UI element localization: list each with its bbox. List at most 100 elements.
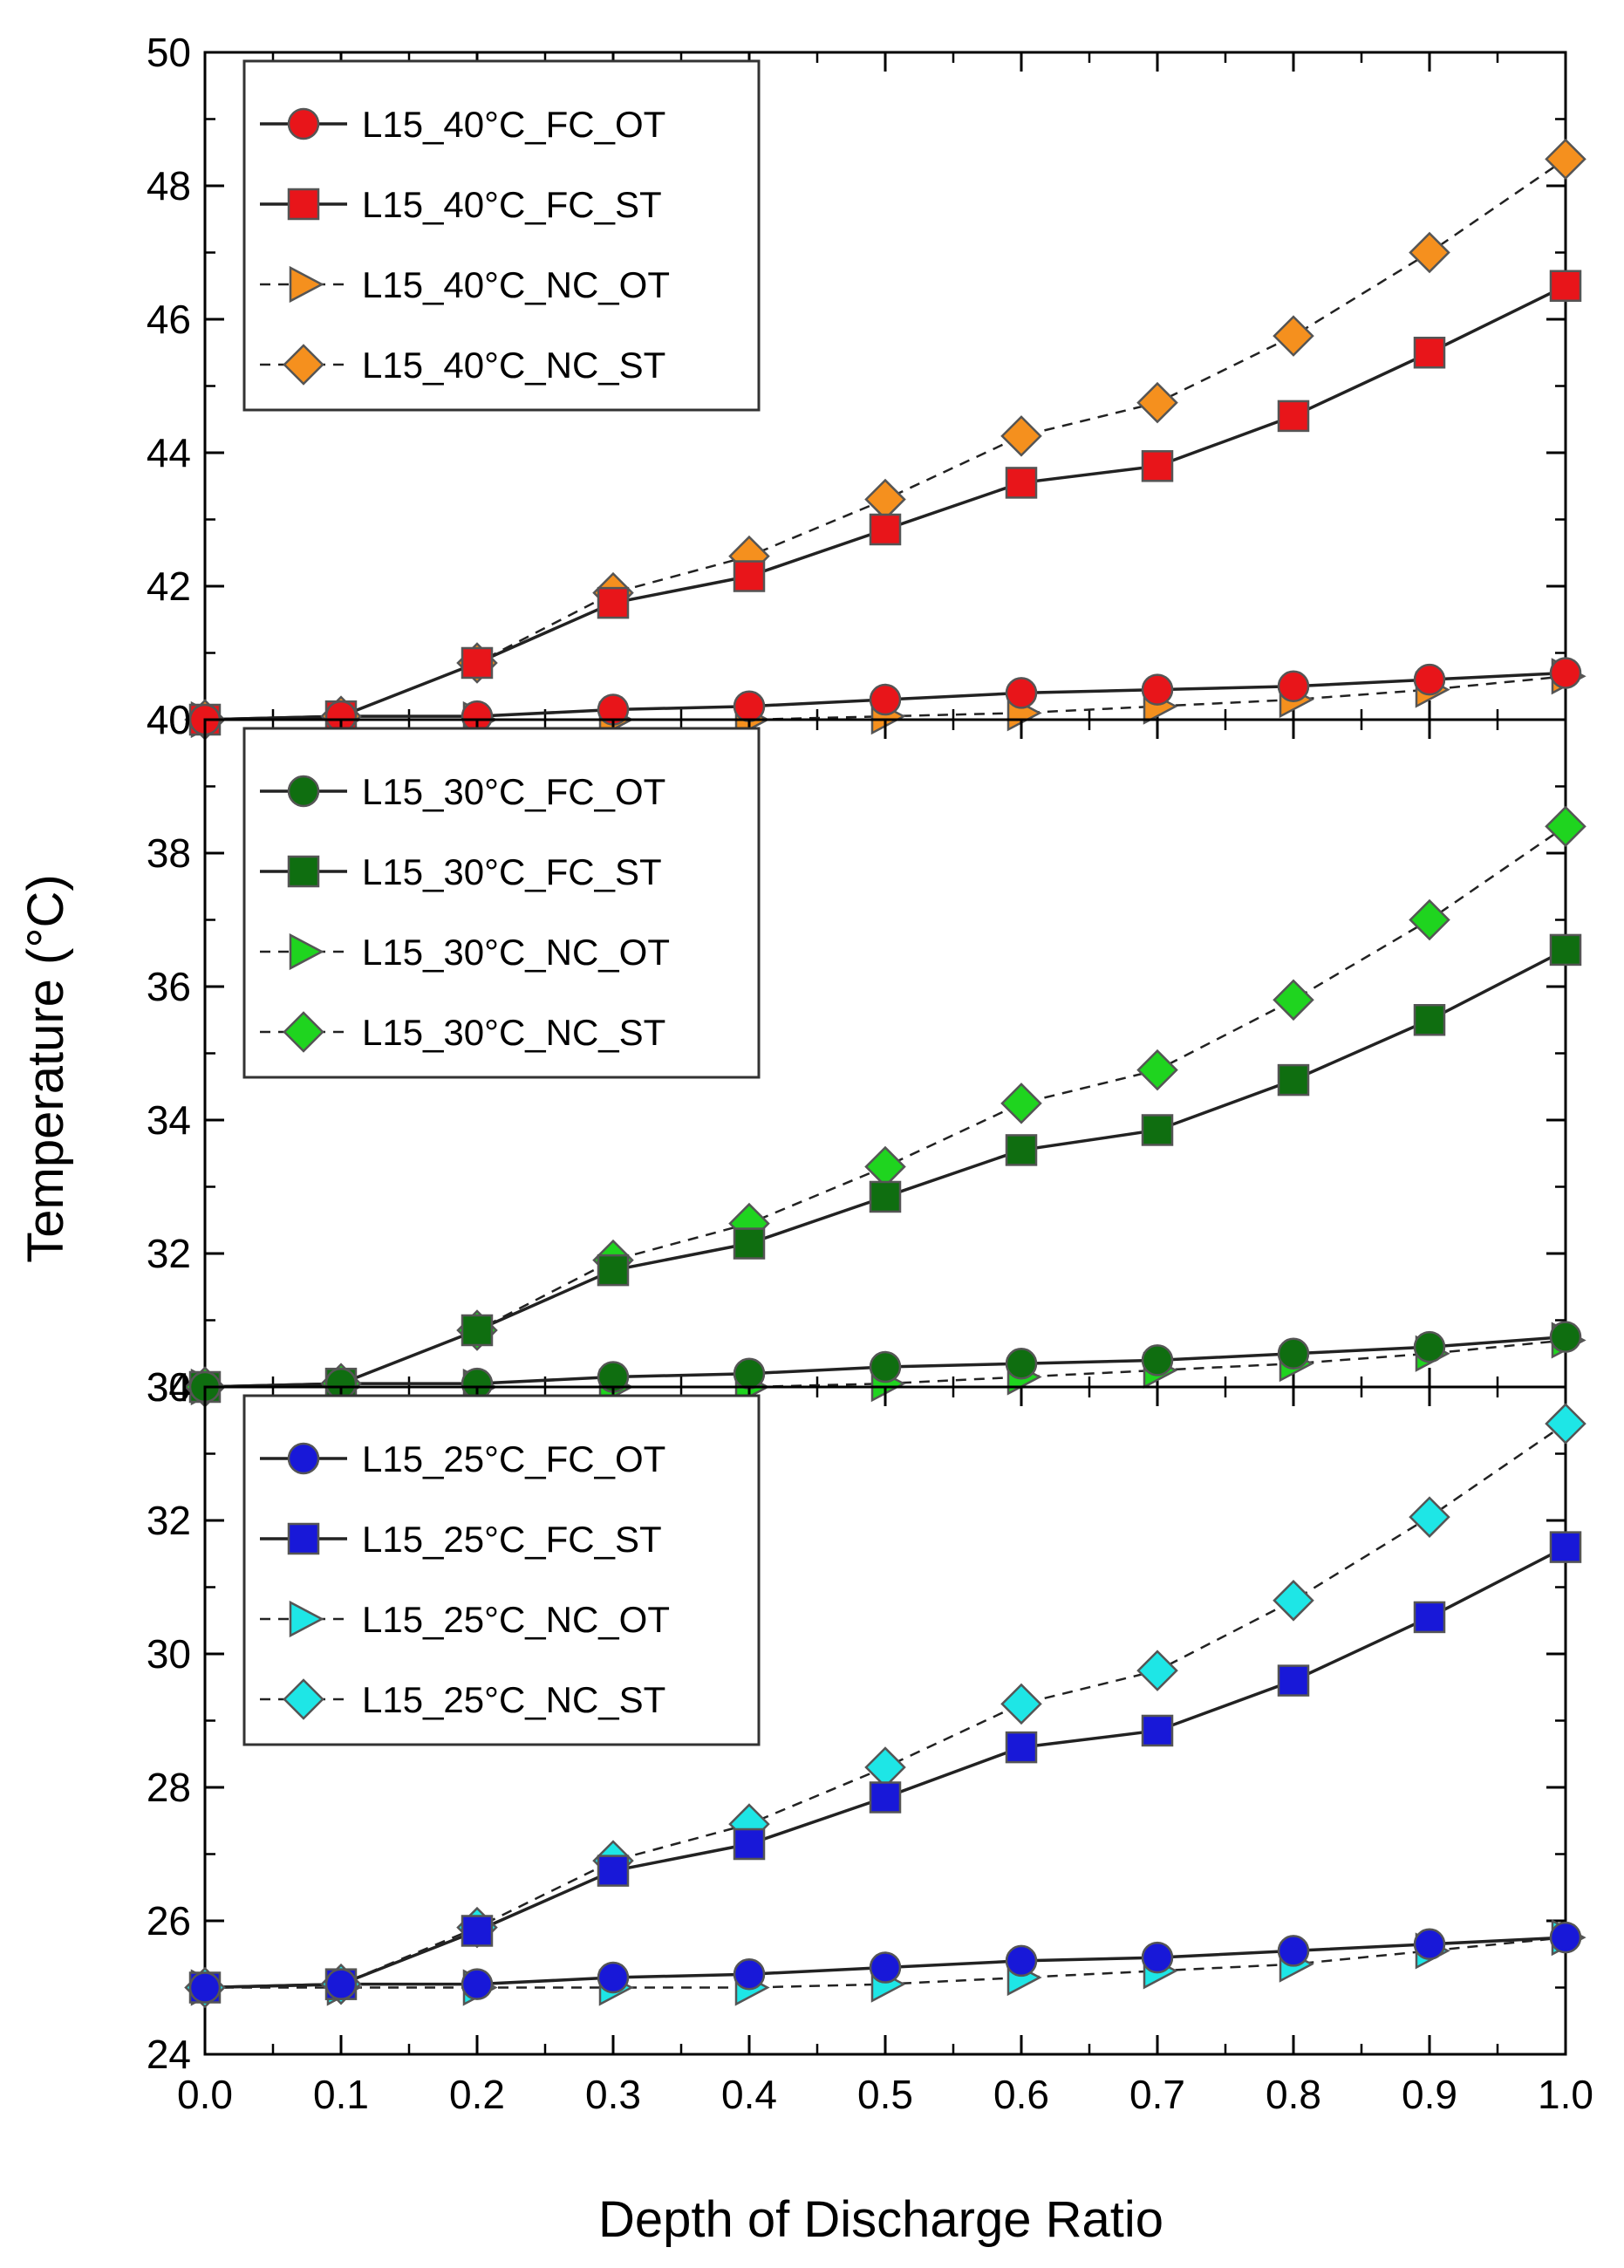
y-tick-label: 44: [147, 430, 191, 475]
data-point: [597, 1961, 630, 1994]
legend-marker: [287, 855, 320, 888]
series-markers: [188, 1321, 1582, 1404]
data-point: [1277, 1063, 1310, 1096]
x-tick-label: 0.3: [585, 2072, 641, 2117]
data-point: [597, 1254, 630, 1287]
data-point: [1005, 677, 1038, 709]
data-point: [1549, 657, 1582, 689]
y-tick-label: 42: [147, 564, 191, 609]
legend-label: L15_40°C_FC_OT: [362, 104, 665, 145]
data-point: [1413, 663, 1446, 696]
data-point: [1000, 1083, 1042, 1124]
legend: L15_40°C_FC_OT L15_40°C_FC_ST L15_40°C_NC_…: [242, 59, 761, 412]
y-tick-label: 30: [147, 1364, 191, 1410]
legend-marker: [283, 344, 324, 386]
data-point: [733, 1357, 766, 1390]
data-point: [1549, 270, 1582, 302]
y-tick-label: 38: [147, 830, 191, 876]
data-point: [869, 1350, 902, 1383]
panel-3: 24 26 28 30 32 34 L15_25°C_FC_OT L15_25°C_FC_ST…: [147, 1364, 1586, 2077]
data-point: [1136, 381, 1178, 424]
y-tick-label: 50: [147, 30, 191, 75]
data-point: [864, 478, 906, 521]
legend: L15_30°C_FC_OT L15_30°C_FC_ST L15_30°C_NC_…: [242, 727, 761, 1079]
data-point: [597, 586, 630, 619]
data-point: [733, 1227, 766, 1260]
data-point: [1000, 1683, 1042, 1725]
x-tick-label: 0.2: [449, 2072, 505, 2117]
data-point: [1136, 1650, 1178, 1691]
data-point: [1005, 1731, 1038, 1764]
data-point: [733, 1827, 766, 1861]
data-point: [1005, 1944, 1038, 1978]
y-tick-label: 26: [147, 1898, 191, 1944]
legend-label: L15_30°C_NC_OT: [362, 932, 670, 973]
legend-label: L15_25°C_NC_ST: [362, 1679, 665, 1720]
data-point: [1000, 415, 1042, 457]
y-tick-label: 32: [147, 1498, 191, 1543]
legend-box: [242, 59, 761, 412]
data-point: [1409, 898, 1450, 941]
data-point: [1409, 1496, 1450, 1538]
data-point: [324, 1968, 358, 2000]
data-point: [1277, 400, 1310, 433]
data-point: [1545, 805, 1586, 848]
y-tick-label: 24: [147, 2032, 191, 2077]
x-tick-label: 0.9: [1402, 2072, 1457, 2117]
data-point: [1413, 1601, 1446, 1634]
y-tick-label: 40: [147, 697, 191, 742]
legend-label: L15_25°C_FC_ST: [362, 1519, 662, 1560]
x-tick-label: 1.0: [1538, 2072, 1593, 2117]
data-point: [1273, 979, 1314, 1021]
legend-marker: [287, 1522, 320, 1555]
y-axis-title: Temperature (°C): [17, 874, 74, 1262]
data-point: [733, 560, 766, 592]
data-point: [1141, 1344, 1174, 1377]
data-point: [1545, 1403, 1586, 1445]
legend-marker: [287, 107, 320, 140]
data-point: [461, 646, 494, 680]
y-tick-label: 36: [147, 964, 191, 1009]
data-point: [864, 1746, 906, 1788]
data-point: [869, 1781, 902, 1814]
data-point: [869, 1951, 902, 1984]
data-point: [1141, 673, 1174, 706]
data-point: [1273, 1580, 1314, 1622]
data-point: [1277, 1337, 1310, 1370]
y-tick-label: 46: [147, 297, 191, 342]
y-tick-label: 34: [147, 1097, 191, 1143]
data-point: [869, 1180, 902, 1213]
data-point: [869, 513, 902, 546]
legend-box: [242, 1394, 761, 1746]
legend: L15_25°C_FC_OT L15_25°C_FC_ST L15_25°C_NC_…: [242, 1394, 761, 1746]
legend-label: L15_40°C_NC_OT: [362, 264, 670, 305]
panel-1: 40 42 44 46 48 50 L15_40°C_FC_OT L15_40°C_FC_ST…: [147, 30, 1586, 742]
panel-2: 30 32 34 36 38 40 L15_30°C_FC_OT L15_30°C_FC_ST…: [147, 697, 1586, 1410]
data-point: [1141, 1941, 1174, 1974]
data-point: [1141, 450, 1174, 482]
legend-label: L15_30°C_NC_ST: [362, 1012, 665, 1053]
y-tick-label: 28: [147, 1765, 191, 1810]
x-tick-label: 0.7: [1129, 2072, 1185, 2117]
data-point: [1005, 1347, 1038, 1380]
legend-marker: [289, 265, 324, 304]
data-point: [1136, 1049, 1178, 1091]
data-point: [1277, 670, 1310, 702]
data-point: [1549, 1921, 1582, 1954]
x-axis-title: Depth of Discharge Ratio: [598, 2191, 1163, 2248]
x-tick-label: 0.5: [857, 2072, 913, 2117]
y-tick-label: 30: [147, 1631, 191, 1677]
x-tick-label: 0.4: [721, 2072, 777, 2117]
data-point: [1413, 1004, 1446, 1036]
legend-label: L15_25°C_FC_OT: [362, 1438, 665, 1479]
data-point: [1545, 138, 1586, 181]
legend-label: L15_40°C_FC_ST: [362, 184, 662, 225]
data-point: [461, 1968, 494, 2000]
data-point: [597, 1855, 630, 1887]
data-point: [733, 1957, 766, 1991]
data-point: [733, 690, 766, 722]
data-point: [1141, 1714, 1174, 1747]
data-point: [461, 1915, 494, 1947]
data-point: [1413, 1330, 1446, 1363]
data-point: [1413, 337, 1446, 369]
